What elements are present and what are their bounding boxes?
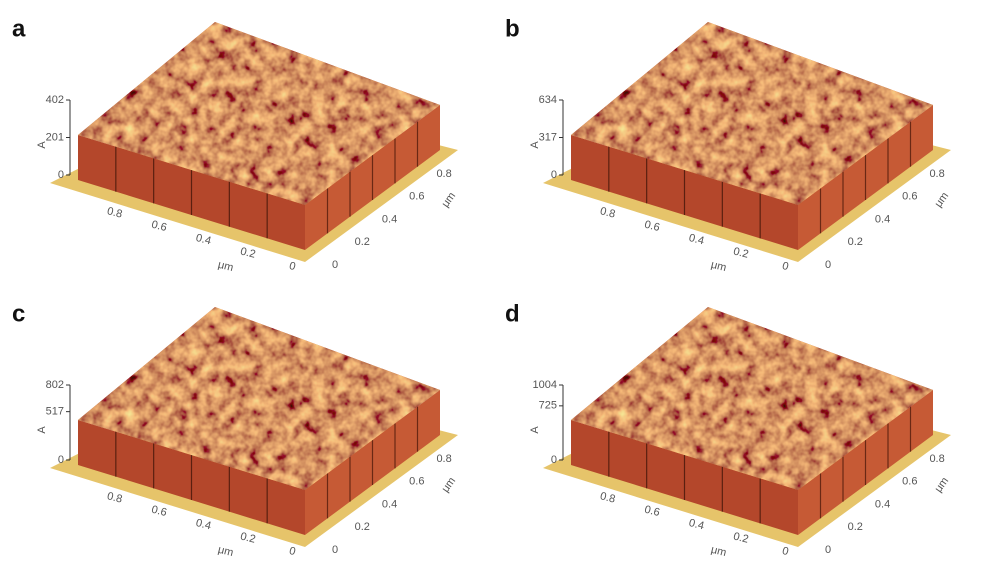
y-tick-label: 0.2 [355, 521, 370, 533]
y-tick-label: 0.2 [848, 236, 863, 248]
z-tick-label: 802 [46, 379, 64, 391]
y-unit: μm [440, 190, 459, 210]
x-tick-label: 0.4 [195, 232, 213, 247]
y-tick-label: 0.6 [902, 476, 917, 488]
y-tick-label: 0.8 [436, 168, 451, 180]
panel-label: d [505, 300, 520, 327]
x-tick-label: 0.6 [643, 219, 661, 234]
y-tick-label: 0 [332, 544, 338, 556]
x-tick-label: 0.2 [239, 530, 257, 545]
x-tick-label: 0.2 [239, 245, 257, 260]
z-unit: A [529, 141, 541, 149]
z-tick-label: 402 [46, 94, 64, 106]
x-unit: μm [710, 544, 728, 559]
z-unit: A [529, 426, 541, 434]
y-tick-label: 0.8 [929, 453, 944, 465]
x-tick-label: 0.6 [150, 219, 168, 234]
x-tick-label: 0 [781, 260, 790, 273]
y-tick-label: 0.8 [929, 168, 944, 180]
afm-panel: c 802 517 0 A 0.8 0.6 0.4 0.2 0 μm 0 0.2 0.4 0.6 0.8 μm [12, 300, 458, 559]
z-tick-label: 725 [539, 400, 557, 412]
x-tick-label: 0.4 [688, 232, 706, 247]
y-tick-label: 0.4 [875, 213, 890, 225]
x-tick-label: 0.8 [599, 490, 617, 505]
y-unit: μm [440, 475, 459, 495]
y-tick-label: 0.6 [409, 191, 424, 203]
x-tick-label: 0.8 [106, 205, 124, 220]
y-tick-label: 0 [825, 259, 831, 271]
x-unit: μm [710, 259, 728, 274]
afm-panel: a 402 201 0 A 0.8 0.6 0.4 0.2 0 μm 0 0.2 0.4 0.6 0.8 μm [12, 15, 458, 274]
z-tick-label: 201 [46, 131, 64, 143]
y-unit: μm [933, 190, 952, 210]
z-tick-label: 0 [551, 454, 557, 466]
z-unit: A [36, 141, 48, 149]
y-tick-label: 0.2 [848, 521, 863, 533]
panel-label: b [505, 15, 520, 42]
x-tick-label: 0.8 [599, 205, 617, 220]
y-tick-label: 0.6 [409, 476, 424, 488]
y-tick-label: 0 [332, 259, 338, 271]
x-unit: μm [217, 259, 235, 274]
panel-label: c [12, 300, 25, 327]
y-tick-label: 0.2 [355, 236, 370, 248]
x-tick-label: 0.2 [732, 245, 750, 260]
x-unit: μm [217, 544, 235, 559]
afm-panel: d 1004 725 0 A 0.8 0.6 0.4 0.2 0 μm 0 0.2 0.4 0.6 0.8 μm [505, 300, 951, 559]
y-tick-label: 0.4 [382, 213, 397, 225]
z-tick-label: 634 [539, 94, 557, 106]
z-tick-label: 0 [58, 169, 64, 181]
afm-panel: b 634 317 0 A 0.8 0.6 0.4 0.2 0 μm 0 0.2 0.4 0.6 0.8 μm [505, 15, 951, 274]
z-tick-label: 317 [539, 131, 557, 143]
y-tick-label: 0.8 [436, 453, 451, 465]
x-tick-label: 0.6 [643, 504, 661, 519]
y-tick-label: 0.4 [382, 498, 397, 510]
figure: a4022010A0.80.60.40.20μm00.20.40.60.8μmb… [0, 0, 986, 570]
x-tick-label: 0.2 [732, 530, 750, 545]
x-tick-label: 0.8 [106, 490, 124, 505]
y-tick-label: 0.4 [875, 498, 890, 510]
x-tick-label: 0 [288, 260, 297, 273]
x-tick-label: 0 [288, 545, 297, 558]
z-unit: A [36, 426, 48, 434]
panel-label: a [12, 15, 26, 42]
z-tick-label: 1004 [533, 379, 557, 391]
x-tick-label: 0.6 [150, 504, 168, 519]
z-tick-label: 0 [551, 169, 557, 181]
z-tick-label: 517 [46, 406, 64, 418]
y-unit: μm [933, 475, 952, 495]
z-tick-label: 0 [58, 454, 64, 466]
y-tick-label: 0 [825, 544, 831, 556]
y-tick-label: 0.6 [902, 191, 917, 203]
x-tick-label: 0.4 [195, 517, 213, 532]
x-tick-label: 0 [781, 545, 790, 558]
x-tick-label: 0.4 [688, 517, 706, 532]
page: a4022010A0.80.60.40.20μm00.20.40.60.8μmb… [0, 0, 986, 570]
